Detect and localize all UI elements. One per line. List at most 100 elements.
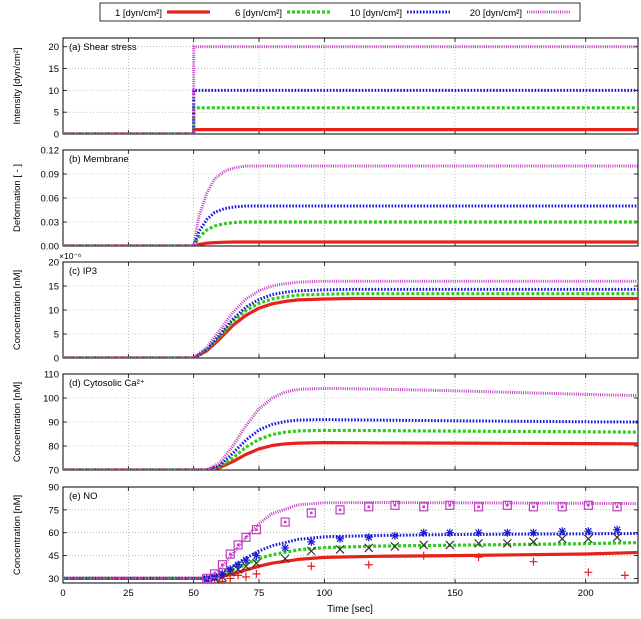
plot-area: [63, 386, 638, 470]
panel-1: 0 5 10 15 20 Intensity [dyn/cm²] (a) Shear str…: [12, 37, 639, 141]
data-point: [529, 528, 538, 537]
data-point: [336, 534, 345, 543]
data-point: [612, 532, 622, 542]
data-point: [390, 542, 400, 551]
series-line: [63, 386, 638, 470]
x-tick-label: 200: [578, 588, 594, 599]
data-point-center: [338, 508, 342, 512]
plot-frame: [62, 486, 639, 584]
legend-box: [99, 2, 581, 22]
data-point: [364, 560, 373, 569]
data-point-center: [205, 577, 209, 580]
data-point: [445, 540, 455, 550]
y-tick-label: 80: [48, 442, 59, 453]
x-tick-label: 50: [188, 588, 199, 599]
data-point: [473, 502, 484, 512]
series-line: [63, 45, 638, 134]
data-point: [529, 537, 538, 547]
legend-label: 1 [dyn/cm²]: [115, 8, 162, 19]
data-point: [584, 527, 593, 536]
data-point-center: [244, 535, 248, 539]
y-tick-label: 90: [48, 418, 59, 429]
data-point: [307, 562, 316, 571]
series-line: [63, 164, 638, 246]
data-point: [226, 574, 235, 583]
y-tick-label: 90: [48, 483, 59, 494]
x-tick-label: 0: [60, 588, 65, 599]
data-point: [252, 551, 261, 560]
legend: 1 [dyn/cm²] 6 [dyn/cm²] 10 [dyn/cm²] 20 [dy…: [99, 2, 581, 22]
panel-title: (a) Shear stress: [69, 42, 137, 53]
panels: 0 5 10 15 20 Intensity [dyn/cm²] (a) Shear str…: [12, 37, 639, 585]
series-line: [63, 279, 638, 358]
y-tick-label: 100: [43, 394, 59, 405]
data-point: [241, 561, 251, 571]
data-point: [306, 546, 316, 556]
y-axis-label: Concentration [nM]: [12, 495, 23, 575]
data-point: [234, 571, 243, 580]
data-point: [612, 502, 622, 512]
x-tick-label: 100: [316, 588, 332, 599]
y-tick-label: 0: [54, 130, 59, 141]
panel-title: (e) NO: [69, 491, 98, 502]
data-point: [218, 569, 227, 578]
panel-title: (b) Membrane: [69, 154, 129, 165]
data-point-center: [236, 543, 240, 547]
data-point-center: [532, 505, 535, 509]
data-point: [474, 553, 483, 562]
series-line: [63, 88, 638, 134]
data-point: [419, 528, 428, 537]
data-point-center: [422, 505, 425, 509]
data-point: [210, 572, 219, 581]
y-tick-label: 15: [48, 64, 59, 75]
legend-label: 10 [dyn/cm²]: [350, 8, 402, 19]
legend-label: 6 [dyn/cm²]: [235, 8, 282, 19]
data-point: [209, 569, 220, 579]
data-point: [218, 577, 227, 583]
data-point: [241, 556, 250, 565]
data-point: [502, 538, 512, 548]
data-point: [445, 500, 455, 510]
y-tick-label: 0.03: [41, 218, 60, 229]
plot-frame: [62, 373, 639, 471]
data-point: [583, 500, 593, 510]
series-line: [63, 550, 638, 581]
data-point: [620, 571, 629, 580]
data-point-center: [448, 503, 452, 507]
data-point-center: [587, 503, 590, 507]
plot-frame: [62, 261, 639, 359]
legend-label: 20 [dyn/cm²]: [470, 8, 522, 19]
data-point: [226, 565, 235, 574]
plot-frame: [62, 37, 639, 135]
data-point: [503, 528, 512, 537]
y-axis-label: Concentration [nM]: [12, 270, 23, 350]
data-point: [233, 540, 243, 550]
x-tick-label: 75: [254, 588, 265, 599]
data-point: [529, 557, 538, 566]
y-tick-label: 5: [54, 330, 59, 341]
data-point: [364, 543, 374, 553]
data-point: [364, 533, 373, 542]
panel-title: (d) Cytosolic Ca²⁺: [69, 378, 145, 389]
y-tick-label: 5: [54, 108, 59, 119]
y-tick-label: 60: [48, 528, 59, 539]
data-point-center: [309, 511, 313, 515]
y-tick-label: 45: [48, 551, 59, 562]
plot-area: [63, 500, 638, 583]
data-point: [234, 560, 243, 569]
data-point: [584, 568, 593, 577]
series-line: [63, 441, 638, 470]
data-point: [335, 505, 345, 515]
series-line: [63, 296, 638, 358]
data-point: [251, 558, 261, 568]
plot-area: [63, 164, 638, 246]
data-point: [225, 549, 235, 559]
panel-5: 30 45 60 75 90 Concentration [nM] (e) NO: [12, 483, 639, 585]
y-tick-label: 0.06: [41, 194, 60, 205]
data-point-center: [560, 505, 564, 509]
data-point: [474, 538, 483, 548]
data-point: [390, 531, 399, 540]
data-point: [419, 502, 429, 512]
data-point: [251, 525, 262, 535]
x-tick-label: 25: [123, 588, 134, 599]
